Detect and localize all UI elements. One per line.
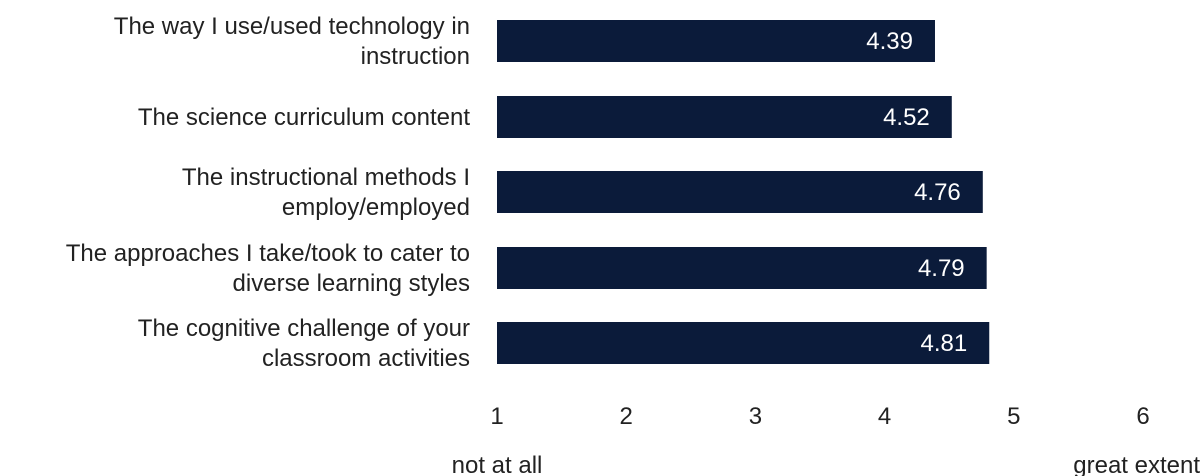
x-tick-label: 1	[490, 403, 503, 430]
x-tick-label: 3	[749, 403, 762, 430]
bar-value-label: 4.52	[883, 104, 930, 131]
bar	[497, 247, 987, 289]
bar-value-label: 4.76	[914, 179, 961, 206]
scale-low-label: not at all	[452, 452, 543, 476]
category-label: diverse learning styles	[233, 270, 470, 297]
x-tick-label: 6	[1136, 403, 1149, 430]
bar	[497, 171, 983, 213]
x-tick-label: 5	[1007, 403, 1020, 430]
x-tick-label: 2	[620, 403, 633, 430]
category-label: The approaches I take/took to cater to	[66, 240, 470, 267]
bar	[497, 96, 952, 138]
category-label: The cognitive challenge of your	[138, 315, 470, 342]
bar-value-label: 4.79	[918, 255, 965, 282]
bar	[497, 322, 990, 364]
bar-value-label: 4.81	[921, 330, 968, 357]
category-label: classroom activities	[262, 345, 470, 372]
scale-high-label: great extent	[1073, 452, 1200, 476]
category-label: The science curriculum content	[138, 104, 470, 131]
category-label: The way I use/used technology in	[114, 13, 470, 40]
x-tick-label: 4	[878, 403, 891, 430]
bar	[497, 20, 935, 62]
bar-value-label: 4.39	[866, 28, 913, 55]
category-label: employ/employed	[282, 194, 470, 221]
category-label: instruction	[361, 43, 470, 70]
category-label: The instructional methods I	[182, 164, 470, 191]
